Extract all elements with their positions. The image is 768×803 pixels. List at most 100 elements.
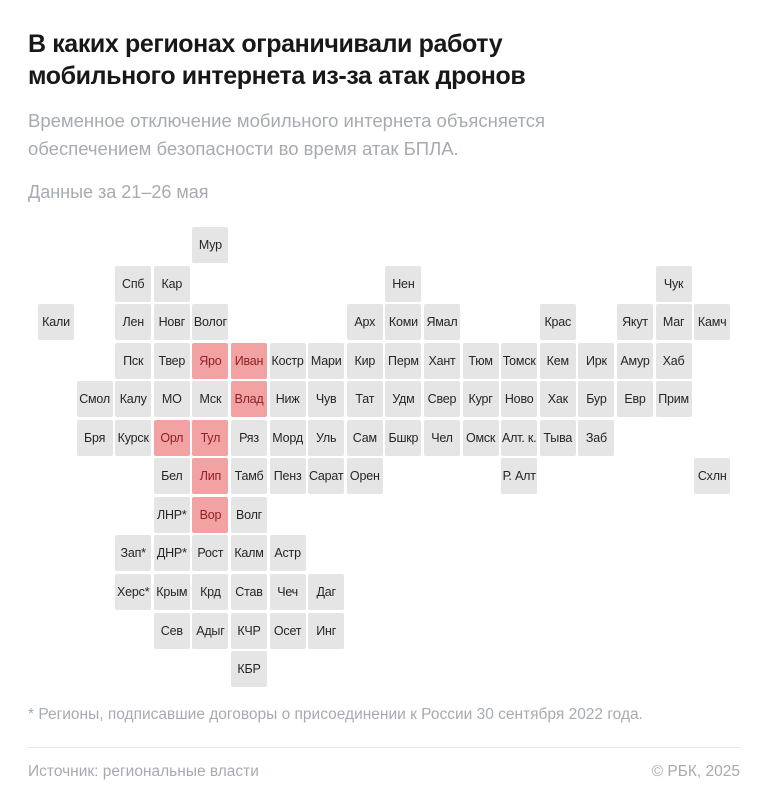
region-tile: Сев [153,612,190,649]
region-tile: ДНР* [153,535,190,572]
subtitle: Временное отключение мобильного интернет… [28,107,740,163]
region-tile: Ниж [269,381,306,418]
region-tile-highlighted: Иван [231,342,267,379]
region-tile: Крас [539,304,576,341]
region-tile-highlighted: Лип [192,458,229,495]
region-tile: Хак [539,381,576,418]
page-title: В каких регионах ограничивали работу моб… [28,28,740,92]
region-tile: Волог [192,304,229,341]
region-tile: Зап* [115,535,152,572]
footnote: * Регионы, подписавшие договоры о присое… [28,706,643,723]
region-tile: Сам [346,419,383,456]
region-tile: Кар [153,265,190,302]
divider [28,747,740,748]
region-tile: Твер [153,342,190,379]
region-tile: Крд [192,573,229,610]
source-row: Источник: региональные власти © РБК, 202… [28,763,740,781]
region-tile: Адыг [192,612,229,649]
subtitle-line-1: Временное отключение мобильного интернет… [28,110,546,131]
region-tile: Крым [153,573,190,610]
region-tile-highlighted: Тул [192,419,229,456]
region-tile: Заб [578,419,615,456]
region-tile: Уль [308,419,345,456]
region-tile: Тыва [539,419,576,456]
region-tile: Мари [308,342,345,379]
region-tile: МО [153,381,190,418]
region-tile: Бря [76,419,113,456]
title-line-1: В каких регионах ограничивали работу [28,30,503,58]
subtitle-line-2: обеспечением безопасности во время атак … [28,138,459,159]
region-tile: Кали [38,304,74,341]
region-tile: Орен [346,458,383,495]
region-tile: Херс* [115,573,152,610]
region-tile: КЧР [231,612,267,649]
region-tile: Бшкр [385,419,422,456]
region-tile: Кем [539,342,576,379]
region-tile: Осет [269,612,306,649]
region-tile: Перм [385,342,422,379]
region-tile: Коми [385,304,422,341]
region-tile: Бел [153,458,190,495]
region-tile: Мур [192,227,229,263]
region-tile: Смол [76,381,113,418]
region-tile: Став [231,573,267,610]
region-tile: Удм [385,381,422,418]
region-tile-highlighted: Орл [153,419,190,456]
region-tile: Чув [308,381,345,418]
region-tile: Камч [694,304,731,341]
region-tile: Нен [385,265,422,302]
region-tile: Тюм [462,342,499,379]
region-tile: Чук [655,265,692,302]
region-tile: Ирк [578,342,615,379]
region-tile: Ново [501,381,538,418]
source-label: Источник: региональные власти [28,763,259,780]
title-line-2: мобильного интернета из-за атак дронов [28,62,526,90]
region-tile: Новг [153,304,190,341]
region-tile: Морд [269,419,306,456]
region-tile: Курск [115,419,152,456]
region-tile: Астр [269,535,306,572]
region-tile: Инг [308,612,345,649]
region-tile: КБР [231,651,267,688]
region-tile: Хаб [655,342,692,379]
region-tile: Ряз [231,419,267,456]
region-tile: Мск [192,381,229,418]
region-tile: Волг [231,496,267,533]
region-tile: Алт. к. [501,419,538,456]
copyright-label: © РБК, 2025 [651,763,740,780]
region-tile: Даг [308,573,345,610]
region-tile: Якут [617,304,653,341]
region-tile: ЛНР* [153,496,190,533]
region-tile: Евр [617,381,653,418]
region-tile: Тат [346,381,383,418]
region-tile-highlighted: Влад [231,381,267,418]
region-tile: Р. Алт [501,458,538,495]
region-tile: Хант [424,342,460,379]
region-tile: Маг [655,304,692,341]
region-tile: Рост [192,535,229,572]
region-tile: Омск [462,419,499,456]
region-tile: Пск [115,342,152,379]
region-tile: Амур [617,342,653,379]
header: В каких регионах ограничивали работу моб… [0,0,768,203]
region-tile: Чеч [269,573,306,610]
region-tile: Схлн [694,458,731,495]
data-period: Данные за 21–26 мая [28,182,209,202]
region-tile: Костр [269,342,306,379]
region-tile: Тамб [231,458,267,495]
region-tile-highlighted: Вор [192,496,229,533]
region-tile-highlighted: Яро [192,342,229,379]
region-tile: Свер [424,381,460,418]
region-tile: Лен [115,304,152,341]
region-tile: Кир [346,342,383,379]
region-tile: Арх [346,304,383,341]
region-tile: Пенз [269,458,306,495]
region-tile: Чел [424,419,460,456]
region-tile: Ямал [424,304,460,341]
region-tile: Сарат [308,458,345,495]
region-tile: Калм [231,535,267,572]
region-tile: Бур [578,381,615,418]
region-tile: Кург [462,381,499,418]
